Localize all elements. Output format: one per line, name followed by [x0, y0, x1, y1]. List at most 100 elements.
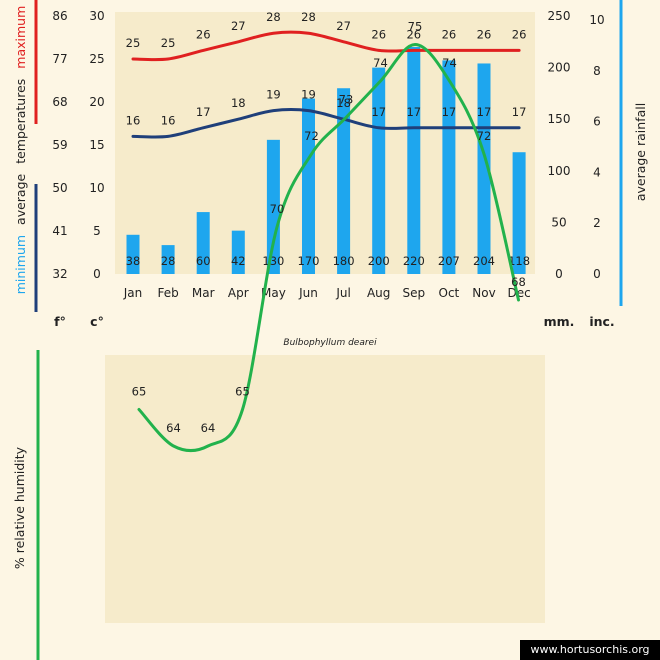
minimum-value-label: 17 — [477, 105, 492, 119]
rainfall-value-label: 220 — [403, 254, 425, 268]
mm-ticks: 250 200 150 100 50 0 — [548, 9, 571, 281]
minimum-value-label: 17 — [512, 105, 527, 119]
humidity-value-label: 64 — [166, 421, 181, 435]
rainfall-value-label: 200 — [368, 254, 390, 268]
celsius-tick-label: 25 — [89, 52, 104, 66]
rainfall-bar — [337, 88, 351, 275]
month-tick-label: Apr — [228, 286, 249, 300]
maximum-value-label: 28 — [301, 10, 316, 24]
fahrenheit-tick-label: 50 — [52, 181, 67, 195]
maximum-value-label: 25 — [126, 36, 141, 50]
rainfall-bars — [126, 46, 526, 275]
temperature-lines — [131, 30, 521, 139]
rainfall-value-labels: 38 28 60 42 130 170 180 200 220 207 204 118 — [126, 254, 530, 268]
minimum-value-label: 17 — [371, 105, 386, 119]
fahrenheit-tick-label: 32 — [52, 267, 67, 281]
rainfall-axis-title: average rainfall — [633, 103, 648, 201]
average-label: average — [13, 173, 28, 224]
rainfall-bar — [126, 234, 140, 274]
fahrenheit-tick-label: 59 — [52, 138, 67, 152]
maximum-value-label: 25 — [161, 36, 176, 50]
temperature-axis-title: minimum average temperatures maximum — [13, 6, 28, 295]
minimum-value-label: 17 — [196, 105, 211, 119]
minimum-value-label: 19 — [266, 88, 281, 102]
watermark: www.hortusorchis.org — [520, 640, 660, 660]
inch-tick-label: 0 — [593, 267, 601, 281]
rainfall-bar — [407, 46, 421, 275]
inch-tick-label: 8 — [593, 64, 601, 78]
month-tick-label: Feb — [157, 286, 178, 300]
rainfall-bar — [266, 139, 280, 274]
rainfall-value-label: 207 — [438, 254, 460, 268]
rainfall-value-label: 118 — [508, 254, 530, 268]
month-tick-label: Sep — [402, 286, 425, 300]
inch-unit-label: inc. — [589, 314, 614, 329]
humidity-value-labels: 65 64 64 65 70 72 73 74 75 74 72 68 — [132, 20, 526, 436]
month-tick-label: Oct — [439, 286, 460, 300]
rainfall-bar — [161, 245, 175, 274]
rainfall-value-label: 60 — [196, 254, 211, 268]
inch-tick-label: 2 — [593, 216, 601, 230]
minimum-value-label: 18 — [231, 96, 246, 110]
fahrenheit-tick-label: 77 — [52, 52, 67, 66]
fahrenheit-tick-label: 68 — [52, 95, 67, 109]
rainfall-value-label: 204 — [473, 254, 495, 268]
month-tick-label: Mar — [192, 286, 215, 300]
celsius-tick-label: 15 — [89, 138, 104, 152]
humidity-value-label: 68 — [511, 275, 526, 289]
maximum-value-label: 27 — [336, 19, 351, 33]
minimum-value-label: 16 — [161, 113, 176, 127]
maximum-label: maximum — [13, 6, 28, 69]
humidity-value-label: 72 — [477, 129, 492, 143]
humidity-value-label: 70 — [270, 202, 285, 216]
rainfall-value-label: 42 — [231, 254, 246, 268]
month-tick-label: Aug — [367, 286, 390, 300]
inch-ticks: 10 8 6 4 2 0 — [589, 13, 604, 281]
rainfall-value-label: 170 — [298, 254, 320, 268]
month-tick-label: Dec — [507, 286, 530, 300]
fahrenheit-tick-label: 41 — [52, 224, 67, 238]
maximum-value-label: 28 — [266, 10, 281, 24]
celsius-unit-label: c° — [90, 314, 104, 329]
mm-tick-label: 100 — [548, 164, 571, 178]
mm-tick-label: 50 — [551, 215, 566, 229]
minimum-value-label: 16 — [126, 113, 141, 127]
minimum-label: minimum — [13, 235, 28, 294]
fahrenheit-unit-label: f° — [54, 314, 66, 329]
minimum-value-label: 18 — [336, 96, 351, 110]
celsius-tick-label: 5 — [93, 224, 101, 238]
inch-tick-label: 4 — [593, 165, 601, 179]
rainfall-bar — [302, 98, 315, 274]
maximum-value-label: 26 — [442, 27, 457, 41]
humidity-line — [137, 42, 520, 453]
celsius-tick-label: 20 — [89, 95, 104, 109]
month-tick-label: Jan — [123, 286, 143, 300]
mm-tick-label: 150 — [548, 112, 571, 126]
month-tick-label: Jul — [335, 286, 350, 300]
rainfall-value-label: 38 — [126, 254, 141, 268]
humidity-value-label: 64 — [201, 421, 216, 435]
rainfall-bar — [372, 67, 386, 274]
rainfall-value-label: 28 — [161, 254, 176, 268]
inch-tick-label: 10 — [589, 13, 604, 27]
maximum-value-label: 26 — [406, 27, 421, 41]
humidity-value-label: 74 — [442, 56, 457, 70]
rainfall-bar — [477, 63, 491, 274]
humidity-value-label: 65 — [235, 385, 250, 399]
humidity-value-label: 75 — [408, 20, 423, 34]
humidity-axis-title: % relative humidity — [12, 446, 27, 569]
minimum-value-label: 19 — [301, 88, 316, 102]
fahrenheit-ticks: 86 77 68 59 50 41 32 — [52, 9, 67, 281]
celsius-tick-label: 0 — [93, 267, 101, 281]
month-tick-label: Nov — [472, 286, 495, 300]
month-tick-label: May — [261, 286, 286, 300]
maximum-value-label: 27 — [231, 19, 246, 33]
mm-tick-label: 200 — [548, 61, 571, 75]
inch-tick-label: 6 — [593, 115, 601, 129]
month-tick-label: Jun — [298, 286, 318, 300]
rainfall-bar — [442, 60, 456, 274]
maximum-value-label: 26 — [512, 27, 527, 41]
maximum-value-label: 26 — [196, 27, 211, 41]
rainfall-bar — [196, 212, 210, 274]
